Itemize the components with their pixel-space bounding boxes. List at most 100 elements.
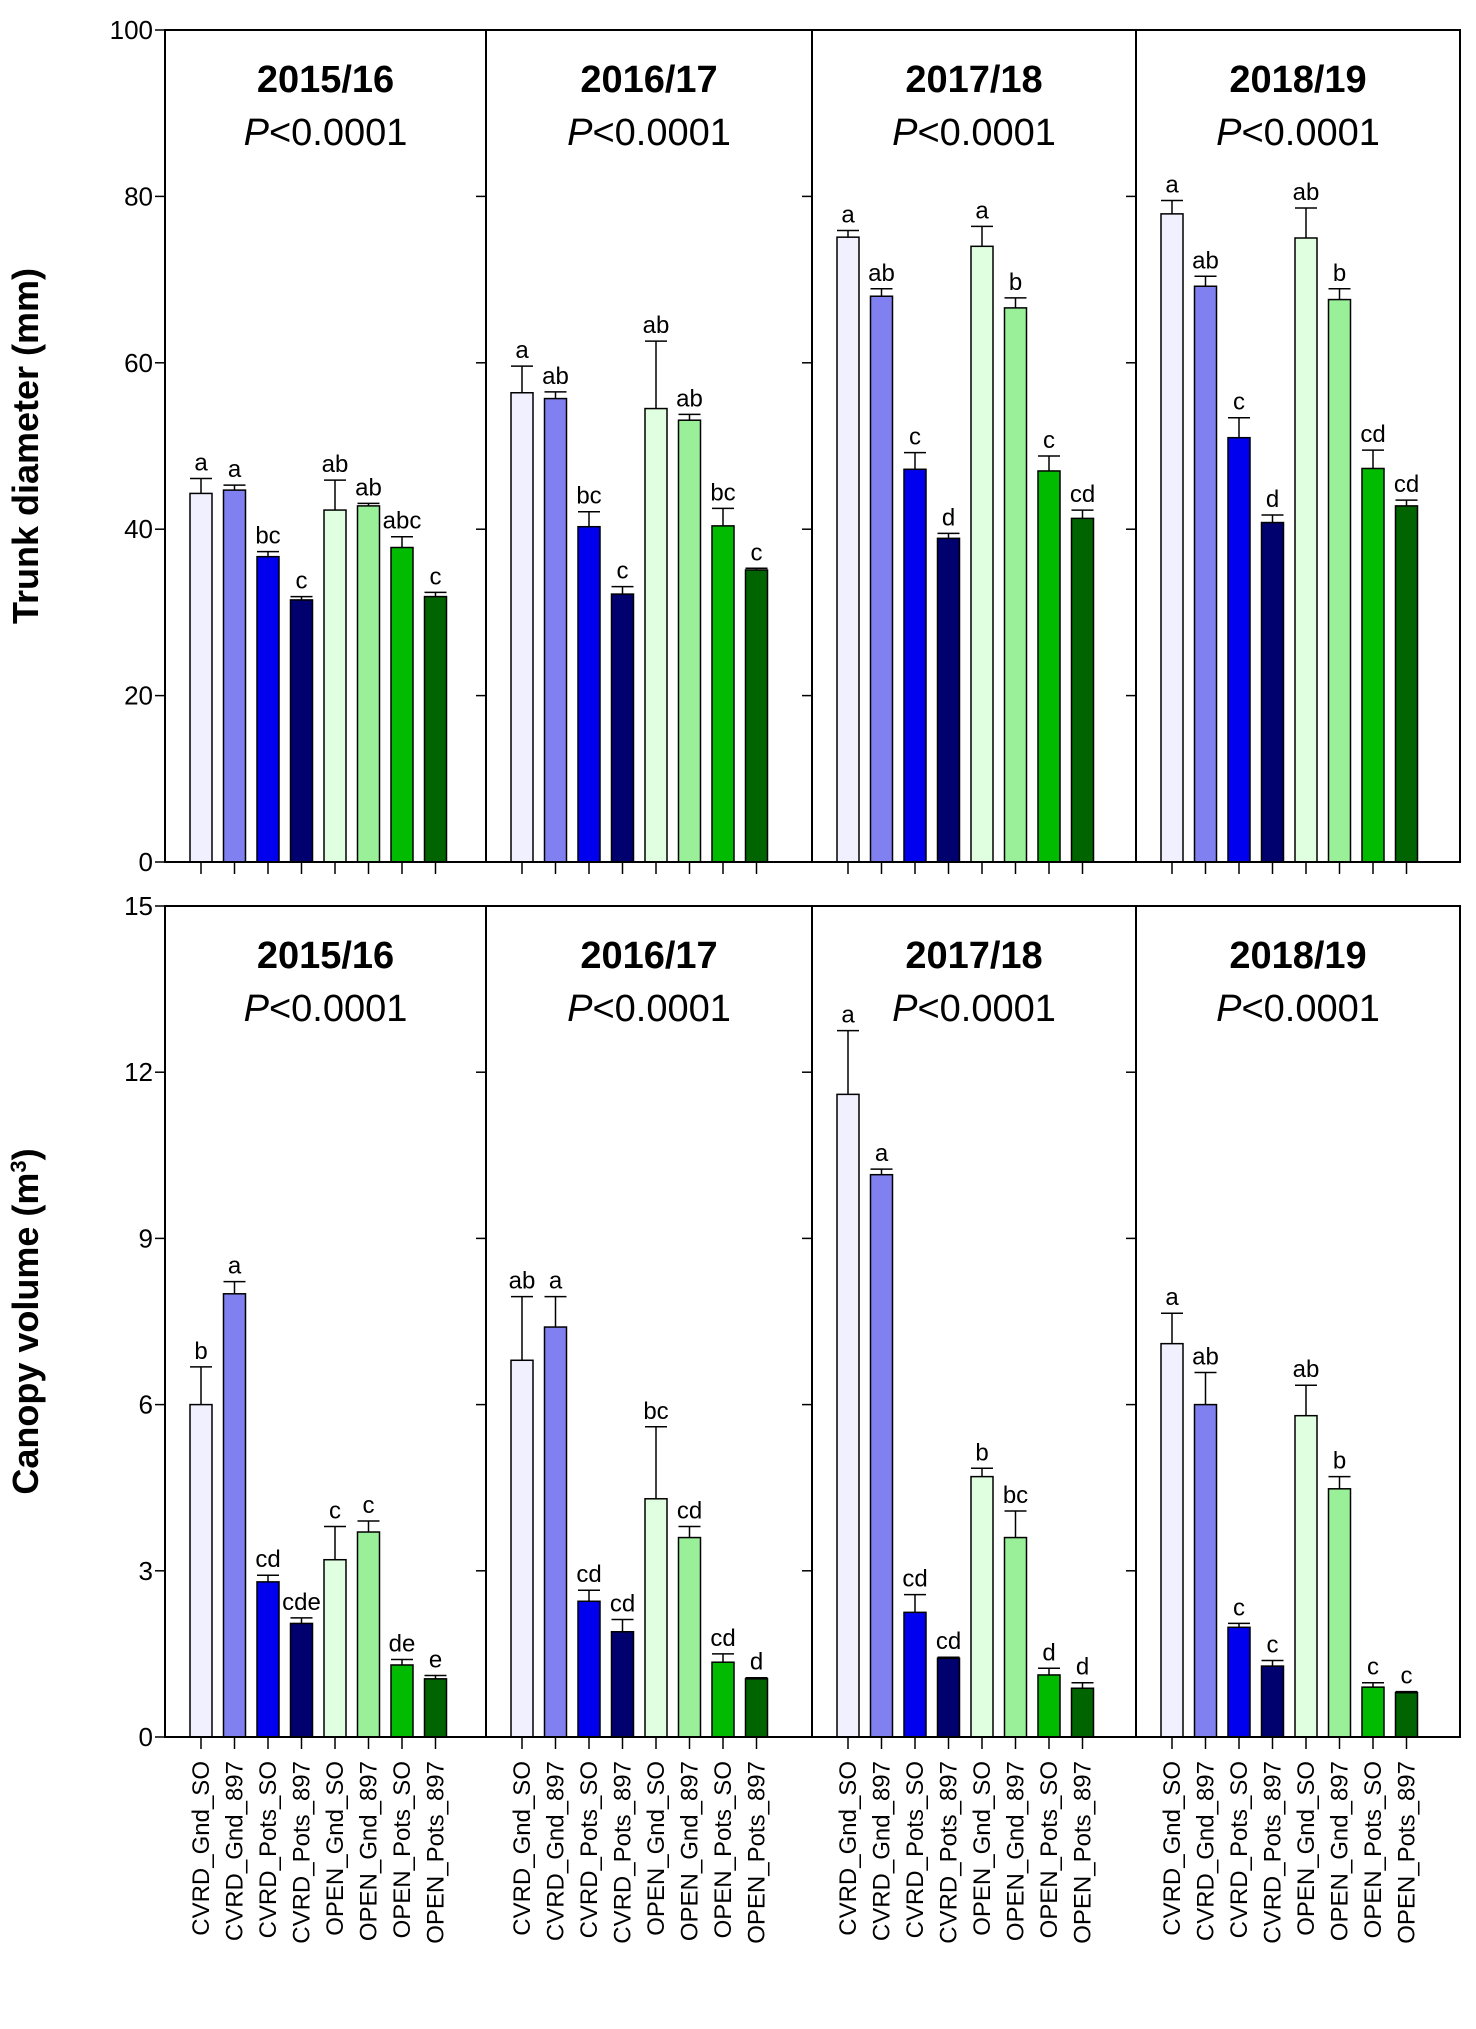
significance-letter: ab xyxy=(322,451,349,478)
panel-1-3: a CVRD_Gnd_SO ab CVRD_Gnd_897 c CVRD_Pots_SO c… xyxy=(1126,905,1461,1944)
significance-letter: bc xyxy=(710,479,735,506)
significance-letter: a xyxy=(841,202,855,229)
bar-open-gnd-so xyxy=(970,1475,994,1738)
bar-open-pots-897 xyxy=(1070,1687,1095,1738)
y-tick-label: 0 xyxy=(139,847,153,877)
y-tick-label: 0 xyxy=(139,1722,153,1752)
bar-cvrd-pots-897 xyxy=(1260,1665,1285,1738)
bar-cvrd-pots-so xyxy=(256,1581,280,1738)
category-label: OPEN_Gnd_SO xyxy=(643,1761,670,1936)
significance-letter: d xyxy=(1266,486,1279,513)
bar-open-pots-897 xyxy=(744,569,769,863)
panel-p-value: P<0.0001 xyxy=(892,112,1056,154)
category-label: CVRD_Gnd_SO xyxy=(509,1761,536,1936)
bar-cvrd-pots-897 xyxy=(1260,521,1285,863)
significance-letter: c xyxy=(329,1497,341,1524)
panel-frame xyxy=(1135,29,1461,863)
significance-letter: cd xyxy=(710,1625,735,1652)
category-label: OPEN_Gnd_SO xyxy=(969,1761,996,1936)
bar-open-pots-so xyxy=(711,1661,735,1738)
significance-letter: ab xyxy=(1192,1343,1219,1370)
significance-letter: a xyxy=(875,1140,889,1167)
y-tick-label: 80 xyxy=(124,181,153,211)
significance-letter: abc xyxy=(383,508,422,535)
bar-cvrd-pots-so xyxy=(577,1600,601,1738)
panel-frame xyxy=(1135,905,1461,1738)
bar-open-pots-897 xyxy=(1070,517,1095,863)
category-label: OPEN_Pots_897 xyxy=(1070,1761,1097,1944)
bar-open-gnd-so xyxy=(1294,237,1318,863)
significance-letter: cde xyxy=(282,1589,321,1616)
category-label: CVRD_Pots_SO xyxy=(576,1761,603,1938)
bar-open-gnd-897 xyxy=(677,419,702,863)
category-label: CVRD_Pots_SO xyxy=(255,1761,282,1938)
y-tick-label: 20 xyxy=(124,681,153,711)
significance-letter: a xyxy=(975,197,989,224)
significance-letter: ab xyxy=(355,474,382,501)
bar-cvrd-gnd-so xyxy=(510,1359,534,1738)
significance-letter: c xyxy=(363,1492,375,1519)
bar-cvrd-gnd-897 xyxy=(222,489,247,863)
significance-letter: ab xyxy=(1192,247,1219,274)
significance-letter: a xyxy=(194,449,208,476)
y-tick-label: 15 xyxy=(124,891,153,921)
category-label: CVRD_Gnd_897 xyxy=(222,1761,249,1941)
category-label: OPEN_Pots_SO xyxy=(710,1761,737,1938)
panel-p-value: P<0.0001 xyxy=(567,988,731,1030)
category-label: OPEN_Pots_897 xyxy=(423,1761,450,1944)
bar-cvrd-pots-897 xyxy=(289,599,314,863)
category-label: OPEN_Pots_SO xyxy=(389,1761,416,1938)
chart-row-1: 0 3 6 9 12 15 Canopy volume (m3) b CVRD_Gnd_SO a C… xyxy=(5,891,1461,1944)
bar-cvrd-gnd-so xyxy=(1160,1342,1184,1738)
significance-letter: c xyxy=(296,568,308,595)
bar-cvrd-gnd-897 xyxy=(543,397,568,863)
category-label: CVRD_Pots_SO xyxy=(902,1761,929,1938)
significance-letter: d xyxy=(942,504,955,531)
significance-letter: d xyxy=(1076,1654,1089,1681)
bar-cvrd-gnd-897 xyxy=(1193,1403,1218,1738)
bar-open-gnd-897 xyxy=(356,505,381,863)
significance-letter: c xyxy=(430,563,442,590)
bar-open-pots-897 xyxy=(744,1678,769,1738)
significance-letter: a xyxy=(841,1002,855,1029)
category-label: OPEN_Pots_897 xyxy=(744,1761,771,1944)
bar-cvrd-pots-so xyxy=(577,525,601,863)
significance-letter: bc xyxy=(643,1398,668,1425)
significance-letter: c xyxy=(909,424,921,451)
significance-letter: c xyxy=(1367,1654,1379,1681)
bar-cvrd-gnd-so xyxy=(1160,213,1184,863)
category-label: CVRD_Gnd_SO xyxy=(835,1761,862,1936)
significance-letter: a xyxy=(228,456,242,483)
bar-cvrd-gnd-so xyxy=(189,1403,213,1738)
significance-letter: ab xyxy=(542,363,569,390)
category-label: OPEN_Pots_897 xyxy=(1394,1761,1421,1944)
bar-open-gnd-so xyxy=(1294,1414,1318,1738)
bar-open-pots-so xyxy=(1037,1674,1061,1738)
category-label: CVRD_Gnd_897 xyxy=(869,1761,896,1941)
bar-cvrd-pots-so xyxy=(903,1611,927,1738)
bar-cvrd-pots-897 xyxy=(289,1622,314,1738)
significance-letter: ab xyxy=(509,1268,536,1295)
significance-letter: c xyxy=(1233,389,1245,416)
panel-title: 2016/17 xyxy=(580,59,717,101)
significance-letter: ab xyxy=(1293,179,1320,206)
y-tick-label: 6 xyxy=(139,1390,153,1420)
bar-cvrd-gnd-so xyxy=(836,1093,860,1738)
significance-letter: cd xyxy=(576,1561,601,1588)
bar-open-pots-so xyxy=(1361,1686,1385,1738)
bar-open-pots-897 xyxy=(1394,505,1419,863)
significance-letter: cd xyxy=(255,1546,280,1573)
bar-open-gnd-so xyxy=(323,1558,347,1738)
category-label: CVRD_Pots_SO xyxy=(1226,1761,1253,1938)
bar-cvrd-pots-897 xyxy=(936,1657,961,1738)
bar-cvrd-pots-so xyxy=(1227,436,1251,863)
significance-letter: b xyxy=(975,1439,988,1466)
category-label: OPEN_Gnd_SO xyxy=(322,1761,349,1936)
bar-open-pots-897 xyxy=(1394,1691,1419,1738)
significance-letter: b xyxy=(1009,269,1022,296)
